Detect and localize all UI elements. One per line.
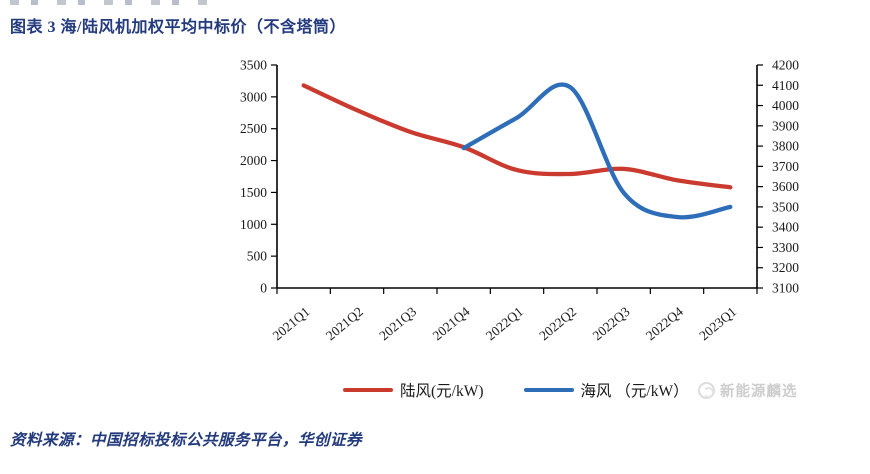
- page-title: 图表 3 海/陆风机加权平均中标价（不含塔筒）: [10, 19, 346, 36]
- svg-text:3200: 3200: [772, 260, 799, 275]
- svg-text:2021Q2: 2021Q2: [323, 304, 366, 343]
- svg-text:0: 0: [260, 281, 267, 296]
- svg-text:2022Q4: 2022Q4: [643, 304, 686, 344]
- svg-text:3800: 3800: [772, 139, 799, 154]
- svg-text:2000: 2000: [240, 153, 267, 168]
- svg-text:2023Q1: 2023Q1: [696, 304, 739, 343]
- onshore-price-line: [301, 83, 733, 190]
- svg-text:4200: 4200: [772, 58, 799, 73]
- onshore-line-swatch-icon: [343, 387, 393, 393]
- legend-item-offshore: 海风 （元/kW）: [523, 379, 689, 401]
- axis-frame: [276, 65, 758, 289]
- svg-text:2021Q4: 2021Q4: [430, 304, 473, 344]
- legend-label-offshore: 海风 （元/kW）: [580, 383, 689, 400]
- offshore-price-line: [461, 82, 733, 220]
- x-axis: 2021Q1 2021Q2 2021Q3 2021Q4 2022Q1 2022Q2 2022…: [270, 288, 758, 344]
- left-axis: 0 500 1000 1500 2000 2500 3000 3500: [240, 58, 277, 296]
- svg-text:3700: 3700: [772, 159, 799, 174]
- source-note: 资料来源：中国招标投标公共服务平台，华创证券: [10, 432, 363, 449]
- svg-text:3500: 3500: [240, 58, 267, 73]
- svg-text:500: 500: [247, 249, 268, 264]
- svg-text:2022Q1: 2022Q1: [483, 304, 526, 343]
- svg-text:2021Q1: 2021Q1: [270, 304, 313, 343]
- svg-text:2022Q3: 2022Q3: [590, 304, 633, 344]
- svg-text:2022Q2: 2022Q2: [536, 304, 579, 343]
- chart-legend: 陆风(元/kW) 海风 （元/kW）: [343, 379, 689, 401]
- watermark-logo-icon: [698, 382, 715, 399]
- offshore-line-swatch-icon: [523, 387, 574, 393]
- svg-text:3300: 3300: [772, 240, 799, 255]
- svg-text:3400: 3400: [772, 220, 799, 235]
- svg-text:2500: 2500: [240, 121, 267, 136]
- svg-text:1500: 1500: [240, 185, 267, 200]
- watermark-text: 新能源麟选: [720, 384, 798, 400]
- legend-label-onshore: 陆风(元/kW): [400, 383, 484, 400]
- clipped-text-fragment: [10, 0, 218, 5]
- svg-text:3100: 3100: [772, 281, 799, 296]
- svg-text:2021Q3: 2021Q3: [376, 304, 419, 344]
- svg-text:3600: 3600: [772, 179, 799, 194]
- right-axis: 3100 3200 3300 3400 3500 3600 3700 3800 3900 4000…: [757, 58, 799, 296]
- svg-text:3900: 3900: [772, 118, 799, 133]
- svg-text:3500: 3500: [772, 199, 799, 214]
- svg-text:1000: 1000: [240, 217, 267, 232]
- svg-text:4100: 4100: [772, 78, 799, 93]
- legend-item-onshore: 陆风(元/kW): [343, 379, 484, 401]
- svg-text:4000: 4000: [772, 98, 799, 113]
- line-chart: 0 500 1000 1500 2000 2500 3000 3500 3100 3200 3300…: [240, 58, 799, 344]
- watermark: 新能源麟选: [698, 380, 798, 401]
- series-lines: [301, 82, 733, 220]
- svg-text:3000: 3000: [240, 89, 267, 104]
